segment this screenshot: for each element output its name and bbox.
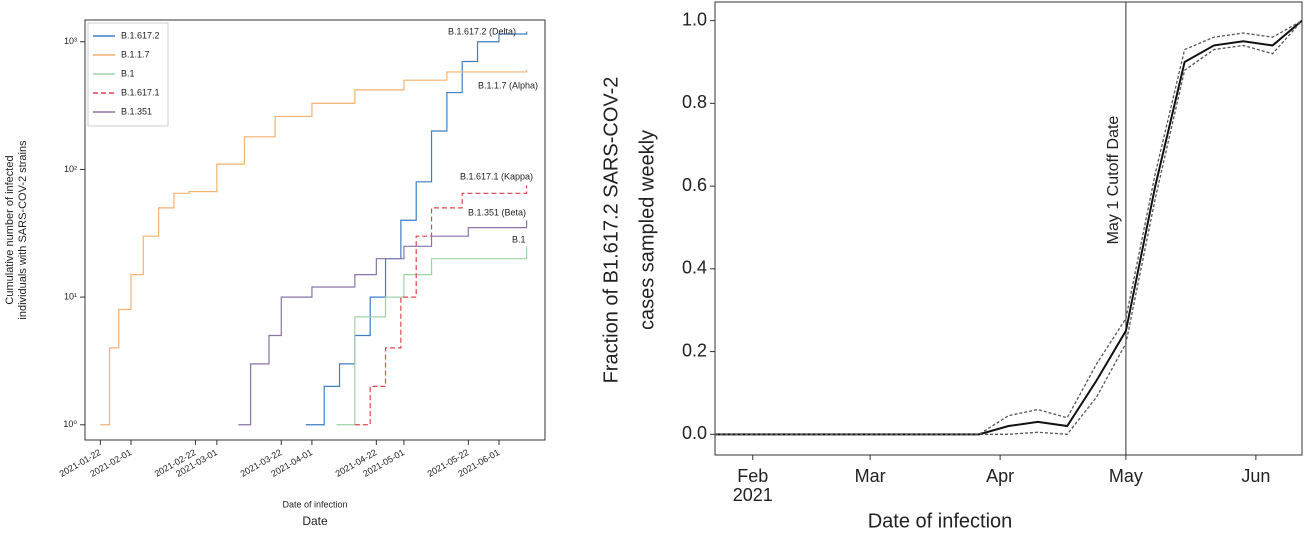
y-tick-label: 0.8 — [682, 92, 707, 112]
series-line — [354, 185, 528, 426]
series-line — [715, 20, 1303, 435]
x-tick-label: Feb 2021 — [733, 466, 773, 505]
annotation: B.1.1.7 (Alpha) — [478, 80, 538, 90]
legend-label: B.1 — [121, 68, 135, 78]
plot-frame — [84, 19, 546, 441]
y-tick-label: 0.2 — [682, 340, 707, 360]
cutoff-label: May 1 Cutoff Date — [1105, 116, 1122, 245]
y-axis-label: Fraction of B1.617.2 SARS-COV-2 — [600, 77, 622, 384]
x-tick-label: Mar — [855, 466, 886, 486]
x-tick-label: May — [1109, 466, 1143, 486]
legend-label: B.1.1.7 — [121, 49, 150, 59]
series-line — [100, 70, 528, 426]
y-tick-label: 10² — [64, 164, 77, 174]
x-tick-label: Jun — [1241, 466, 1270, 486]
y-axis-label: Cumulative number of infected — [4, 155, 16, 304]
x-axis-label: Date of infection — [868, 510, 1013, 532]
series-line — [238, 220, 528, 426]
annotation: B.1.351 (Beta) — [468, 207, 526, 217]
y-tick-label: 1.0 — [682, 9, 707, 29]
y-tick-label: 10¹ — [64, 291, 77, 301]
y-tick-label: 10³ — [64, 36, 77, 46]
y-tick-label: 0.0 — [682, 423, 707, 443]
y-axis-label: individuals with SARS-COV-2 strains — [17, 140, 29, 320]
y-tick-label: 10⁰ — [63, 419, 77, 429]
annotation: B.1 — [512, 234, 526, 244]
legend-label: B.1.617.1 — [121, 87, 160, 97]
series-line — [715, 20, 1303, 435]
y-tick-label: 0.4 — [682, 258, 707, 278]
x-axis-label: Date — [302, 514, 328, 528]
y-tick-label: 0.6 — [682, 175, 707, 195]
series-line — [715, 19, 1303, 436]
y-axis-label: cases sampled weekly — [636, 130, 658, 330]
series-line — [305, 31, 528, 426]
x-tick-label: Apr — [986, 466, 1014, 486]
x-axis-label: Date of infection — [282, 499, 347, 509]
legend-label: B.1.351 — [121, 106, 152, 116]
annotation: B.1.617.1 (Kappa) — [460, 171, 533, 181]
plot-frame — [714, 1, 1303, 456]
annotation: B.1.617.2 (Delta) — [448, 26, 516, 36]
legend-label: B.1.617.2 — [121, 30, 160, 40]
